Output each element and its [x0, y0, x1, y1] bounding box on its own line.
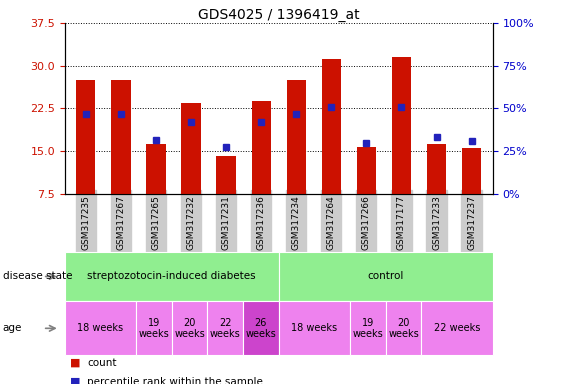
Text: disease state: disease state: [3, 271, 72, 281]
Bar: [321, 59, 341, 194]
Bar: [111, 80, 131, 194]
Text: ■: ■: [70, 377, 81, 384]
Title: GDS4025 / 1396419_at: GDS4025 / 1396419_at: [198, 8, 360, 22]
Bar: [287, 80, 306, 194]
Text: ■: ■: [70, 358, 81, 368]
Bar: [216, 156, 236, 194]
Bar: [181, 103, 200, 194]
Text: 26
weeks: 26 weeks: [245, 318, 276, 339]
Bar: [392, 57, 411, 194]
Text: 22 weeks: 22 weeks: [434, 323, 480, 333]
Bar: [462, 148, 481, 194]
Text: 18 weeks: 18 weeks: [291, 323, 337, 333]
Bar: [427, 144, 446, 194]
Text: control: control: [368, 271, 404, 281]
Text: percentile rank within the sample: percentile rank within the sample: [87, 377, 263, 384]
Text: age: age: [3, 323, 22, 333]
Text: streptozotocin-induced diabetes: streptozotocin-induced diabetes: [87, 271, 256, 281]
Bar: [357, 147, 376, 194]
Bar: [252, 101, 271, 194]
Text: 20
weeks: 20 weeks: [388, 318, 419, 339]
Text: 20
weeks: 20 weeks: [174, 318, 205, 339]
Text: 22
weeks: 22 weeks: [210, 318, 240, 339]
Text: 19
weeks: 19 weeks: [138, 318, 169, 339]
Bar: [146, 144, 166, 194]
Bar: [76, 80, 96, 194]
Text: count: count: [87, 358, 117, 368]
Text: 19
weeks: 19 weeks: [352, 318, 383, 339]
Text: 18 weeks: 18 weeks: [77, 323, 123, 333]
